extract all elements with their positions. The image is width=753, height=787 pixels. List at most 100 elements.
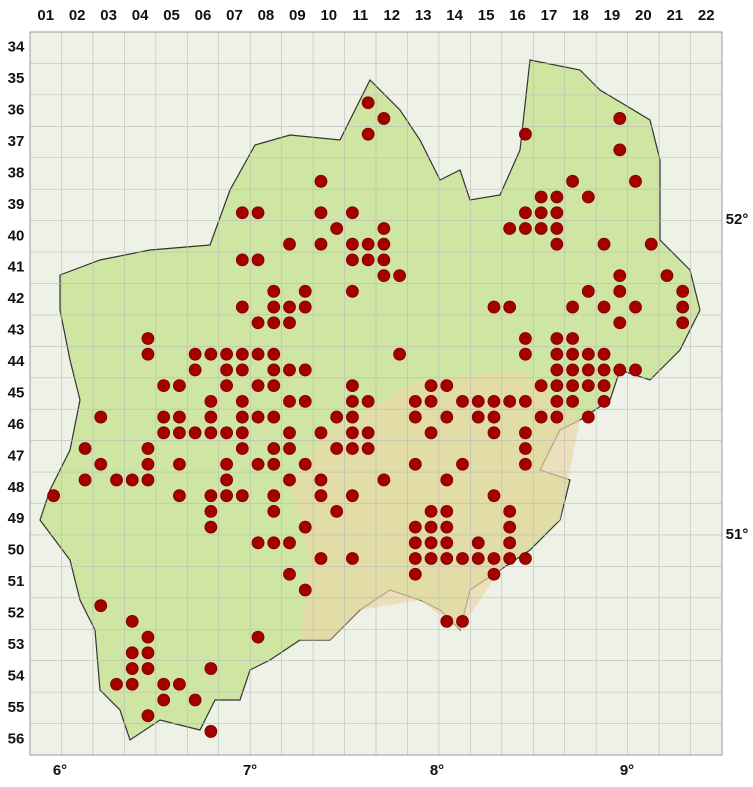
- column-label: 16: [509, 7, 526, 24]
- occurrence-dot: [94, 457, 108, 471]
- occurrence-dot: [283, 567, 296, 581]
- row-label: 52: [8, 605, 25, 622]
- occurrence-dot: [377, 237, 391, 251]
- occurrence-dot: [597, 394, 611, 408]
- row-label: 49: [8, 510, 25, 527]
- occurrence-dot: [330, 222, 344, 235]
- occurrence-dot: [235, 363, 249, 377]
- occurrence-dot: [519, 394, 532, 408]
- column-label: 17: [541, 7, 558, 24]
- occurrence-dot: [519, 426, 532, 440]
- occurrence-dot: [298, 394, 312, 408]
- occurrence-dot: [361, 426, 375, 440]
- occurrence-dot: [235, 347, 249, 361]
- occurrence-dot: [298, 583, 312, 597]
- occurrence-dot: [283, 442, 296, 455]
- occurrence-dot: [534, 206, 548, 220]
- occurrence-dot: [298, 300, 312, 314]
- occurrence-dot: [141, 709, 155, 723]
- occurrence-dot: [188, 363, 202, 377]
- occurrence-dot: [676, 284, 690, 298]
- occurrence-dot: [204, 426, 218, 440]
- occurrence-dot: [519, 442, 532, 455]
- occurrence-dot: [550, 237, 564, 251]
- occurrence-dot: [519, 347, 532, 361]
- occurrence-dot: [173, 426, 186, 440]
- occurrence-dot: [550, 394, 564, 408]
- occurrence-dot: [566, 394, 579, 408]
- occurrence-dot: [267, 347, 281, 361]
- occurrence-dot: [424, 520, 438, 534]
- occurrence-dot: [393, 347, 406, 361]
- occurrence-dot: [377, 269, 391, 283]
- occurrence-dot: [267, 536, 281, 550]
- column-label: 15: [478, 7, 495, 24]
- occurrence-dot: [550, 222, 564, 235]
- occurrence-dot: [550, 206, 564, 220]
- occurrence-dot: [204, 394, 218, 408]
- longitude-label: 9°: [620, 762, 634, 779]
- occurrence-dot: [597, 363, 611, 377]
- occurrence-dot: [235, 300, 249, 314]
- occurrence-dot: [440, 615, 454, 628]
- occurrence-dot: [346, 489, 359, 503]
- occurrence-dot: [283, 300, 296, 314]
- occurrence-dot: [251, 630, 265, 644]
- occurrence-dot: [519, 127, 532, 141]
- occurrence-dot: [235, 489, 249, 503]
- row-label: 55: [8, 699, 25, 716]
- occurrence-dot: [440, 552, 454, 565]
- occurrence-dot: [78, 442, 92, 455]
- occurrence-dot: [314, 552, 328, 565]
- column-label: 02: [69, 7, 86, 24]
- occurrence-dot: [408, 536, 422, 550]
- occurrence-dot: [361, 127, 375, 141]
- occurrence-dot: [519, 552, 532, 565]
- occurrence-dot: [424, 394, 438, 408]
- occurrence-dot: [424, 426, 438, 440]
- occurrence-dot: [173, 457, 186, 471]
- occurrence-dot: [613, 284, 627, 298]
- occurrence-dot: [125, 662, 139, 675]
- row-label: 39: [8, 196, 25, 213]
- occurrence-dot: [298, 520, 312, 534]
- occurrence-dot: [503, 520, 517, 534]
- occurrence-dot: [94, 599, 108, 613]
- occurrence-dot: [157, 693, 171, 707]
- occurrence-dot: [314, 489, 328, 503]
- column-label: 09: [289, 7, 306, 24]
- occurrence-dot: [283, 394, 296, 408]
- occurrence-dot: [581, 284, 595, 298]
- occurrence-dot: [47, 489, 60, 503]
- column-label: 14: [446, 7, 463, 24]
- column-label: 19: [604, 7, 621, 24]
- column-label: 06: [195, 7, 212, 24]
- longitude-label: 7°: [243, 762, 257, 779]
- occurrence-dot: [141, 442, 155, 455]
- occurrence-dot: [346, 253, 359, 267]
- occurrence-dot: [157, 677, 171, 691]
- occurrence-dot: [487, 567, 501, 581]
- occurrence-dot: [471, 552, 485, 565]
- occurrence-dot: [346, 394, 359, 408]
- occurrence-dot: [283, 237, 296, 251]
- occurrence-dot: [424, 552, 438, 565]
- occurrence-dot: [487, 410, 501, 424]
- column-label: 05: [163, 7, 180, 24]
- occurrence-dot: [346, 237, 359, 251]
- occurrence-dot: [629, 174, 642, 188]
- occurrence-dot: [550, 363, 564, 377]
- column-label: 07: [226, 7, 243, 24]
- occurrence-dot: [110, 473, 123, 487]
- occurrence-dot: [566, 300, 579, 314]
- longitude-label: 8°: [430, 762, 444, 779]
- occurrence-dot: [110, 677, 123, 691]
- occurrence-dot: [424, 536, 438, 550]
- occurrence-dot: [456, 457, 469, 471]
- occurrence-dot: [204, 662, 218, 675]
- occurrence-dot: [440, 379, 454, 393]
- occurrence-dot: [267, 379, 281, 393]
- occurrence-dot: [188, 426, 202, 440]
- occurrence-dot: [346, 442, 359, 455]
- occurrence-dot: [550, 190, 564, 204]
